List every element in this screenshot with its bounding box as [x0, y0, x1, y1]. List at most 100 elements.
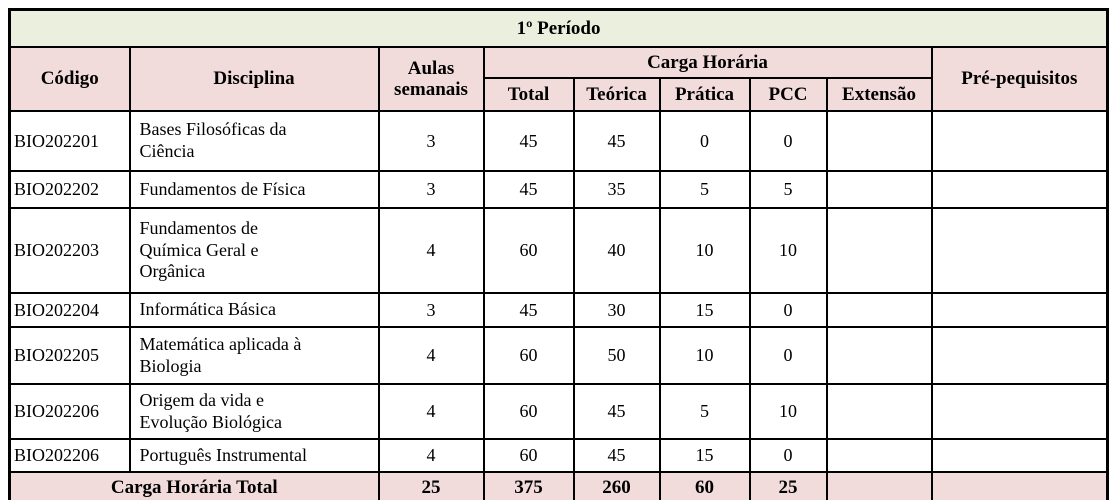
cell-pcc: 0	[748, 438, 828, 473]
cell-disciplina: Fundamentos de Química Geral e Orgânica	[128, 207, 380, 294]
cell-teorica: 40	[572, 207, 661, 294]
period-title-row: 1º Período	[8, 8, 1109, 48]
cell-disciplina: Bases Filosóficas da Ciência	[128, 110, 380, 172]
table-body: BIO202201 Bases Filosóficas da Ciência 3 45…	[8, 110, 1109, 473]
header-carga-horaria-group: Carga Horária	[482, 46, 933, 79]
table-row: BIO202206 Português Instrumental 4 60 45 15 0	[8, 438, 1109, 473]
cell-aulas-semanais: 4	[377, 438, 485, 473]
total-pcc: 25	[748, 471, 828, 500]
cell-pratica: 0	[658, 110, 751, 172]
cell-aulas-semanais: 4	[377, 383, 485, 440]
disciplina-text: Origem da vida e Evolução Biológica	[139, 389, 282, 432]
table-row: BIO202204 Informática Básica 3 45 30 15 0	[8, 292, 1109, 328]
header-pre-requisitos: Pré-pequisitos	[930, 46, 1109, 112]
cell-codigo: BIO202206	[8, 383, 131, 440]
table-row: BIO202205 Matemática aplicada à Biologia 4…	[8, 326, 1109, 385]
cell-total: 45	[482, 292, 575, 328]
cell-pcc: 0	[748, 292, 828, 328]
cell-pre-requisitos	[930, 207, 1109, 294]
cell-pcc: 10	[748, 207, 828, 294]
disciplina-text: Informática Básica	[139, 299, 276, 320]
cell-codigo: BIO202203	[8, 207, 131, 294]
table-row: BIO202206 Origem da vida e Evolução Bioló…	[8, 383, 1109, 440]
disciplina-text: Português Instrumental	[139, 444, 307, 465]
cell-disciplina: Português Instrumental	[128, 438, 380, 473]
table-row: BIO202202 Fundamentos de Física 3 45 35 5 5	[8, 170, 1109, 209]
cell-disciplina: Matemática aplicada à Biologia	[128, 326, 380, 385]
cell-codigo: BIO202202	[8, 170, 131, 209]
total-teorica: 260	[572, 471, 661, 500]
cell-teorica: 45	[572, 110, 661, 172]
header-total: Total	[482, 77, 575, 112]
disciplina-text: Bases Filosóficas da Ciência	[139, 119, 287, 161]
disciplina-text: Matemática aplicada à Biologia	[139, 333, 302, 376]
table-row: BIO202203 Fundamentos de Química Geral e …	[8, 207, 1109, 294]
header-teorica: Teórica	[572, 77, 661, 112]
cell-pre-requisitos	[930, 110, 1109, 172]
cell-pcc: 0	[748, 326, 828, 385]
cell-disciplina: Fundamentos de Física	[128, 170, 380, 209]
cell-disciplina: Origem da vida e Evolução Biológica	[128, 383, 380, 440]
cell-pratica: 15	[658, 292, 751, 328]
total-row: Carga Horária Total 25 375 260 60 25	[8, 471, 1109, 500]
cell-aulas-semanais: 3	[377, 292, 485, 328]
cell-codigo: BIO202204	[8, 292, 131, 328]
cell-pratica: 5	[658, 383, 751, 440]
cell-pcc: 0	[748, 110, 828, 172]
cell-extensao	[825, 170, 933, 209]
table-row: BIO202201 Bases Filosóficas da Ciência 3 45…	[8, 110, 1109, 172]
cell-disciplina: Informática Básica	[128, 292, 380, 328]
total-pre-requisitos	[930, 471, 1109, 500]
cell-extensao	[825, 207, 933, 294]
cell-pratica: 10	[658, 207, 751, 294]
cell-pcc: 10	[748, 383, 828, 440]
total-pratica: 60	[658, 471, 751, 500]
total-total: 375	[482, 471, 575, 500]
period-title: 1º Período	[8, 8, 1109, 48]
cell-aulas-semanais: 3	[377, 110, 485, 172]
cell-pre-requisitos	[930, 292, 1109, 328]
total-extensao	[825, 471, 933, 500]
cell-codigo: BIO202201	[8, 110, 131, 172]
cell-teorica: 45	[572, 438, 661, 473]
cell-pre-requisitos	[930, 438, 1109, 473]
cell-total: 60	[482, 438, 575, 473]
cell-extensao	[825, 383, 933, 440]
header-aulas-semanais: Aulas semanais	[377, 46, 485, 112]
cell-total: 60	[482, 207, 575, 294]
curriculum-table: 1º Período Código Disciplina Aulas seman…	[8, 8, 1110, 500]
cell-pratica: 15	[658, 438, 751, 473]
total-aulas: 25	[377, 471, 485, 500]
cell-aulas-semanais: 4	[377, 326, 485, 385]
cell-pre-requisitos	[930, 326, 1109, 385]
cell-total: 45	[482, 170, 575, 209]
cell-total: 60	[482, 326, 575, 385]
header-codigo: Código	[8, 46, 131, 112]
cell-total: 60	[482, 383, 575, 440]
cell-extensao	[825, 110, 933, 172]
cell-codigo: BIO202205	[8, 326, 131, 385]
header-row-sub: Total Teórica Prática PCC Extensão	[10, 77, 1108, 112]
header-row-main: Código Disciplina Aulas semanais Carga H…	[8, 46, 1109, 112]
cell-extensao	[825, 292, 933, 328]
cell-aulas-semanais: 3	[377, 170, 485, 209]
cell-aulas-semanais: 4	[377, 207, 485, 294]
cell-teorica: 35	[572, 170, 661, 209]
total-row-label: Carga Horária Total	[8, 471, 380, 500]
cell-pre-requisitos	[930, 170, 1109, 209]
disciplina-text: Fundamentos de Química Geral e Orgânica	[139, 217, 259, 282]
cell-extensao	[825, 326, 933, 385]
cell-pratica: 5	[658, 170, 751, 209]
cell-pratica: 10	[658, 326, 751, 385]
header-pcc: PCC	[748, 77, 828, 112]
header-disciplina: Disciplina	[128, 46, 380, 112]
cell-teorica: 45	[572, 383, 661, 440]
header-pratica: Prática	[658, 77, 751, 112]
cell-pcc: 5	[748, 170, 828, 209]
cell-codigo: BIO202206	[8, 438, 131, 473]
disciplina-text: Fundamentos de Física	[139, 178, 306, 199]
cell-teorica: 50	[572, 326, 661, 385]
header-extensao: Extensão	[825, 77, 933, 112]
cell-pre-requisitos	[930, 383, 1109, 440]
cell-extensao	[825, 438, 933, 473]
